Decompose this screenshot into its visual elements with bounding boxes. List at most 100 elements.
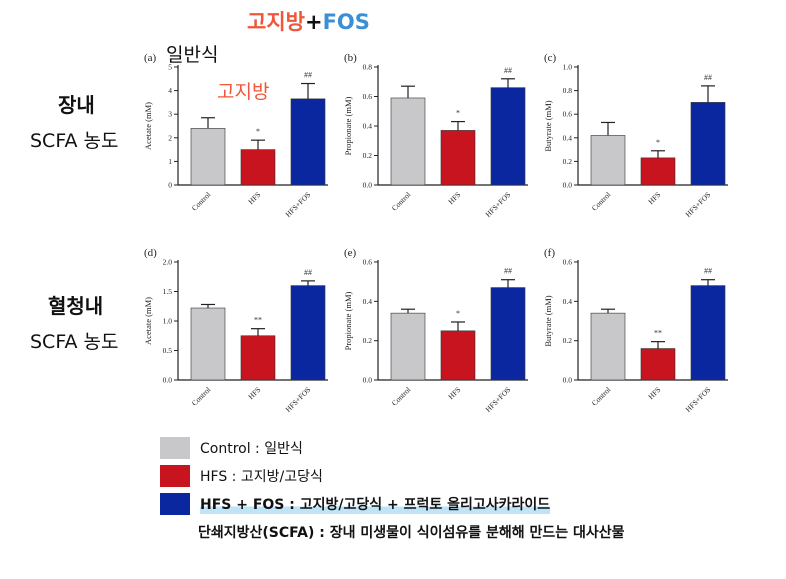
y-tick-label: 0.2 [563,157,573,166]
bar-control [190,128,226,186]
panel-label: (d) [144,247,157,259]
bar-control [390,97,426,186]
y-tick-label: 0.4 [363,297,373,306]
row2-subtitle: SCFA 농도 [30,331,119,353]
y-axis-label: Propionate (mM) [343,291,353,350]
significance-label: ## [304,268,312,277]
y-tick-label: 0.0 [363,376,373,385]
y-tick-label: 1 [168,157,172,166]
row2-title: 혈청내 [48,294,104,318]
legend-swatch-hfs [160,465,190,487]
x-tick-label: HFS+FOS [284,385,313,414]
significance-label: ## [304,71,312,80]
y-tick-label: 0.2 [363,151,373,160]
x-tick-label: HFS [246,190,262,206]
panel-label: (b) [344,52,357,64]
y-axis-label: Acetate (mM) [143,297,153,345]
panel-label: (e) [344,247,357,259]
x-tick-label: Control [190,190,213,213]
bar-hfs-fos [690,102,726,186]
y-tick-label: 0.0 [363,181,373,190]
y-tick-label: 0.2 [363,336,373,345]
bar-hfs [440,130,476,186]
bar-hfs-fos [490,287,526,381]
chart-panel-a: (a) 0 1 2 3 4 5 Acetate (mM) Control * HFS ## HFS+FO… [143,52,328,219]
x-tick-label: Control [190,385,213,408]
bar-hfs [240,149,276,186]
legend-item-control: Control : 일반식 [160,436,303,460]
significance-label: ## [704,73,712,82]
legend-item-fos: HFS + FOS : 고지방/고당식 + 프럭토 올리고사카라이드 [160,492,551,516]
panel-a-diet-label: 일반식 [166,44,219,66]
y-tick-label: 5 [168,63,172,72]
footnote: 단쇄지방산(SCFA) : 장내 미생물이 식이섬유를 분해해 만드는 대사산물 [198,525,625,541]
y-tick-label: 0.4 [563,133,573,142]
x-tick-label: HFS [446,190,462,206]
y-tick-label: 0.6 [563,110,573,119]
bar-control [390,312,426,381]
y-tick-label: 3 [168,110,172,119]
bar-hfs-fos [290,285,326,381]
legend-label-fos: HFS + FOS : 고지방/고당식 + 프럭토 올리고사카라이드 [200,494,551,514]
row1-title: 장내 [58,93,95,117]
x-tick-label: HFS+FOS [684,190,713,219]
header-title-part2: FOS [322,10,370,34]
chart-panel-d: (d) 0.0 0.5 1.0 1.5 2.0 Acetate (mM) Control ** H… [143,247,328,414]
significance-label: ## [504,66,512,75]
significance-label: * [656,138,660,147]
y-tick-label: 0.0 [563,181,573,190]
chart-panel-b: (b) 0.0 0.2 0.4 0.6 0.8 Propionate (mM) Control… [343,52,528,219]
y-tick-label: 0.8 [363,63,373,72]
legend-swatch-control [160,437,190,459]
panel-label: (a) [144,52,157,64]
chart-panel-c: (c) 0.0 0.2 0.4 0.6 0.8 1.0 Butyrate (mM) Contro… [543,52,728,219]
x-tick-label: HFS [646,190,662,206]
x-tick-label: HFS+FOS [484,385,513,414]
y-axis-label: Acetate (mM) [143,102,153,150]
significance-label: ## [504,267,512,276]
y-tick-label: 0.4 [563,297,573,306]
x-tick-label: Control [390,190,413,213]
x-tick-label: Control [590,190,613,213]
bar-hfs [440,330,476,381]
panel-label: (c) [544,52,557,64]
y-tick-label: 0.6 [563,258,573,267]
bar-control [590,312,626,381]
panel-label: (f) [544,247,555,259]
y-tick-label: 0 [168,181,172,190]
y-axis-label: Butyrate (mM) [543,100,553,151]
y-axis-label: Propionate (mM) [343,96,353,155]
y-tick-label: 0.2 [563,336,573,345]
x-tick-label: HFS+FOS [484,190,513,219]
y-tick-label: 0.6 [363,258,373,267]
bar-hfs [240,335,276,381]
y-tick-label: 2 [168,133,172,142]
chart-panel-e: (e) 0.0 0.2 0.4 0.6 Propionate (mM) Control * HF… [343,247,528,414]
y-tick-label: 0.5 [163,346,173,355]
x-tick-label: HFS+FOS [684,385,713,414]
y-tick-label: 0.4 [363,122,373,131]
bar-hfs [640,348,676,381]
bar-hfs [640,157,676,186]
legend-swatch-fos [160,493,190,515]
significance-label: * [456,309,460,318]
y-tick-label: 1.0 [563,63,573,72]
bar-hfs-fos [690,285,726,381]
x-tick-label: HFS [246,385,262,401]
legend-item-hfs: HFS : 고지방/고당식 [160,464,323,488]
x-tick-label: HFS+FOS [284,190,313,219]
y-axis-label: Butyrate (mM) [543,295,553,346]
y-tick-label: 0.8 [563,86,573,95]
y-tick-label: 0.6 [363,92,373,101]
bar-control [590,135,626,186]
bar-control [190,307,226,381]
panel-a-hfs-label: 고지방 [217,81,270,103]
significance-label: ** [254,316,262,325]
y-tick-label: 1.0 [163,317,173,326]
y-tick-label: 2.0 [163,258,173,267]
x-tick-label: HFS [446,385,462,401]
x-tick-label: Control [590,385,613,408]
row1-subtitle: SCFA 농도 [30,130,119,152]
chart-panel-f: (f) 0.0 0.2 0.4 0.6 Butyrate (mM) Control ** HFS… [543,247,728,414]
significance-label: * [456,109,460,118]
